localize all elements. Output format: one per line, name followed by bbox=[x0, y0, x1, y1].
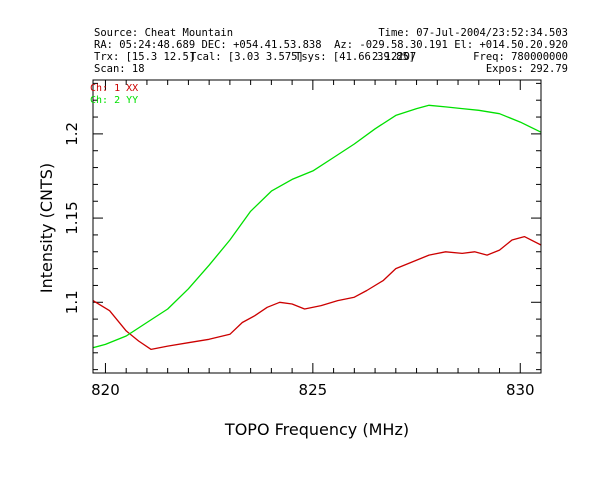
y-axis-title: Intensity (CNTS) bbox=[37, 163, 56, 293]
plot-frame bbox=[92, 79, 542, 374]
series-lines bbox=[93, 104, 541, 351]
header-scan: Scan: 18 bbox=[94, 63, 145, 75]
header-bw-overlap: 2.12207 bbox=[372, 51, 416, 63]
header-source: Source: Cheat Mountain bbox=[94, 27, 233, 39]
x-tick-label: 820 bbox=[91, 381, 120, 399]
y-tick-label: 1.1 bbox=[63, 290, 81, 314]
series-line-1 bbox=[93, 235, 541, 351]
header-expos: Expos: 292.79 bbox=[486, 63, 568, 75]
y-tick-label: 1.15 bbox=[63, 201, 81, 234]
axis-ticks: 820 825 830 1.1 1.15 1.2 bbox=[63, 80, 542, 399]
x-tick-label: 830 bbox=[506, 381, 535, 399]
legend-entry-2: Ch: 2 YY bbox=[90, 95, 138, 106]
y-tick-label: 1.2 bbox=[63, 122, 81, 146]
header-time: Time: 07-Jul-2004/23:52:34.503 bbox=[378, 27, 568, 39]
scan-header: Source: Cheat Mountain Time: 07-Jul-2004… bbox=[94, 27, 568, 75]
header-trx: Trx: [15.3 12.5] bbox=[94, 51, 195, 63]
series-line-2 bbox=[93, 104, 541, 349]
header-tcal: Tcal: [3.03 3.575] bbox=[190, 51, 304, 63]
header-tsys: Tsys: [41.66 39.85] bbox=[295, 51, 415, 63]
legend-entry-1: Ch: 1 XX bbox=[90, 83, 138, 94]
header-freq: Freq: 780000000 bbox=[473, 51, 568, 63]
header-az-el: Az: -029.58.30.191 El: +014.50.20.920 bbox=[334, 39, 568, 51]
x-axis-title: TOPO Frequency (MHz) bbox=[224, 420, 409, 439]
x-tick-label: 825 bbox=[299, 381, 328, 399]
header-ra-dec: RA: 05:24:48.689 DEC: +054.41.53.838 bbox=[94, 39, 322, 51]
